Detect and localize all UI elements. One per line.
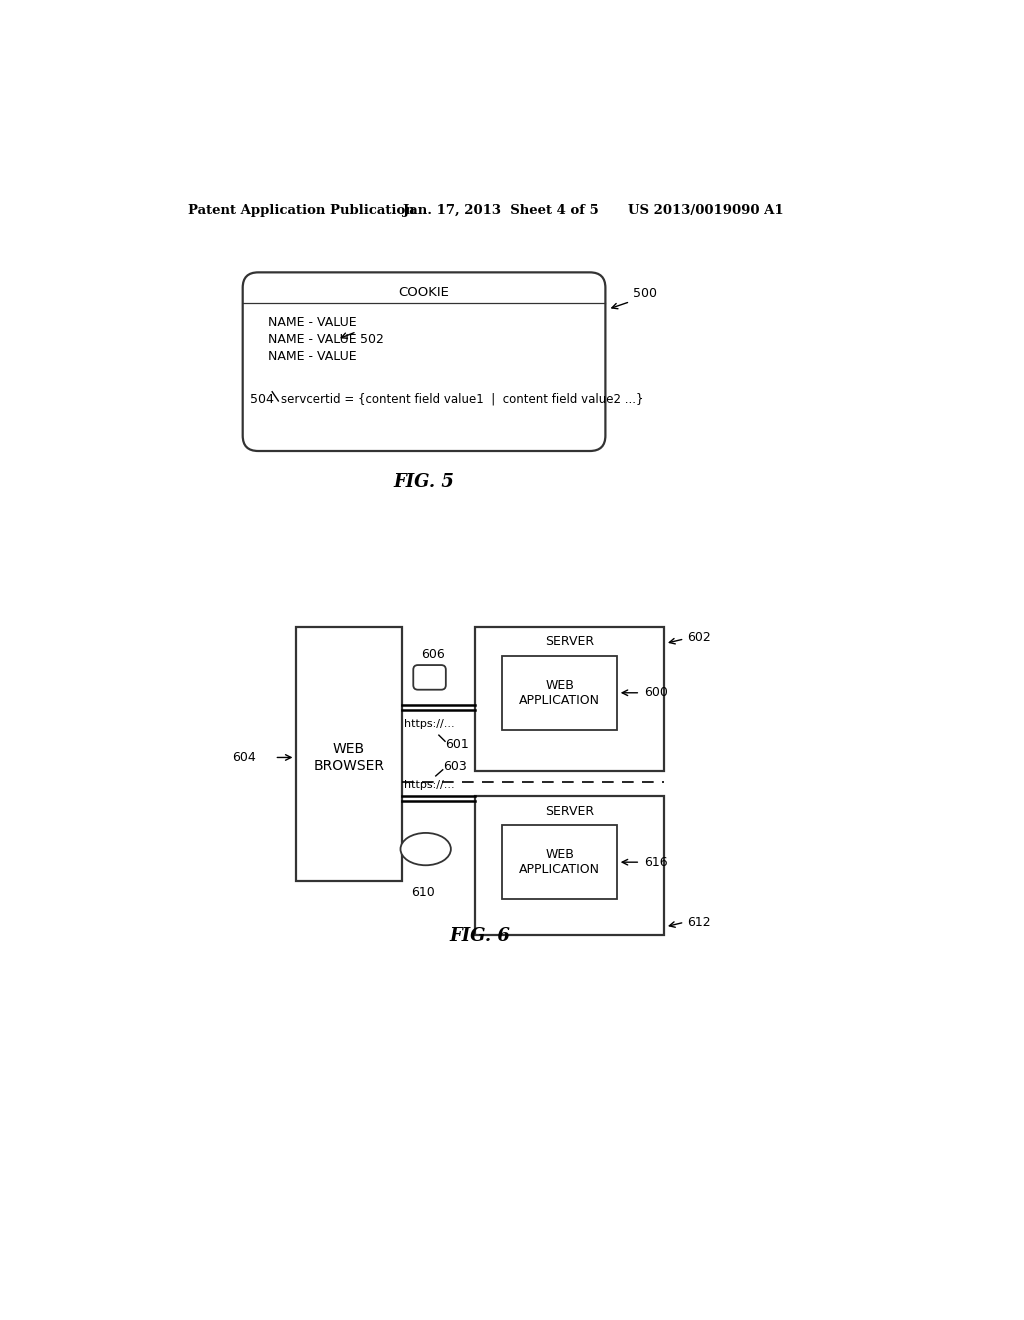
Text: 604: 604 — [232, 751, 256, 764]
Text: Jan. 17, 2013  Sheet 4 of 5: Jan. 17, 2013 Sheet 4 of 5 — [403, 205, 599, 218]
FancyBboxPatch shape — [414, 665, 445, 689]
Text: Patent Application Publication: Patent Application Publication — [188, 205, 415, 218]
Text: 616: 616 — [644, 855, 668, 869]
Text: NAME - VALUE: NAME - VALUE — [267, 333, 356, 346]
Text: FIG. 5: FIG. 5 — [393, 473, 455, 491]
Text: 610: 610 — [411, 886, 434, 899]
Text: 600: 600 — [644, 686, 668, 700]
Ellipse shape — [400, 833, 451, 866]
FancyBboxPatch shape — [243, 272, 605, 451]
Text: 612: 612 — [687, 916, 712, 929]
FancyBboxPatch shape — [503, 656, 617, 730]
FancyBboxPatch shape — [296, 627, 401, 880]
Text: https://...: https://... — [404, 719, 455, 730]
FancyBboxPatch shape — [475, 627, 665, 771]
Text: 502: 502 — [359, 333, 384, 346]
Text: 504: 504 — [251, 393, 274, 407]
Text: WEB
APPLICATION: WEB APPLICATION — [519, 849, 600, 876]
Text: WEB
BROWSER: WEB BROWSER — [313, 742, 384, 772]
FancyBboxPatch shape — [503, 825, 617, 899]
Text: 500: 500 — [633, 288, 656, 301]
Text: 603: 603 — [443, 760, 467, 774]
Text: servcertid = {content field value1  |  content field value2 ...}: servcertid = {content field value1 | con… — [282, 393, 644, 407]
Text: 601: 601 — [445, 738, 469, 751]
Text: NAME - VALUE: NAME - VALUE — [267, 350, 356, 363]
Text: SERVER: SERVER — [545, 805, 594, 818]
Text: SERVER: SERVER — [545, 635, 594, 648]
Text: COOKIE: COOKIE — [398, 286, 450, 298]
Text: FIG. 6: FIG. 6 — [450, 927, 511, 945]
Text: 602: 602 — [687, 631, 712, 644]
Text: 606: 606 — [421, 648, 444, 661]
Text: US 2013/0019090 A1: US 2013/0019090 A1 — [628, 205, 783, 218]
Text: https://...: https://... — [404, 780, 455, 791]
Text: WEB
APPLICATION: WEB APPLICATION — [519, 678, 600, 706]
Text: NAME - VALUE: NAME - VALUE — [267, 315, 356, 329]
FancyBboxPatch shape — [475, 796, 665, 935]
